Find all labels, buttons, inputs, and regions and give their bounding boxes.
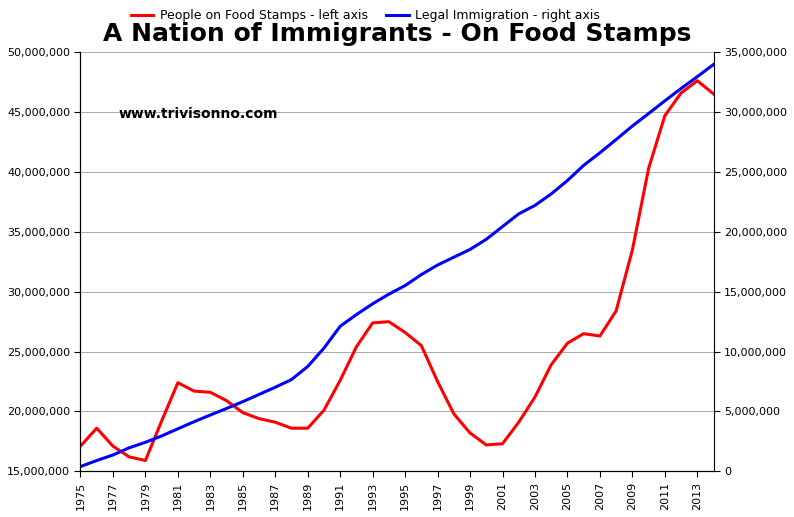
People on Food Stamps - left axis (579, 330, 588, 337)
People on Food Stamps - left axis (433, 378, 442, 385)
People on Food Stamps - left axis (596, 333, 605, 339)
Legal Immigration - right axis (644, 111, 653, 117)
People on Food Stamps - left axis (546, 362, 556, 368)
People on Food Stamps - left axis (352, 344, 361, 350)
Legal Immigration - right axis (238, 399, 248, 405)
Legal Immigration - right axis (546, 191, 556, 197)
People on Food Stamps - left axis (319, 407, 329, 413)
People on Food Stamps - left axis (498, 440, 507, 447)
Line: People on Food Stamps - left axis: People on Food Stamps - left axis (80, 81, 714, 461)
People on Food Stamps - left axis (303, 425, 313, 431)
People on Food Stamps - left axis (400, 329, 410, 336)
Legal Immigration - right axis (384, 291, 394, 297)
Legal Immigration - right axis (498, 223, 507, 230)
People on Food Stamps - left axis (254, 416, 264, 422)
People on Food Stamps - left axis (157, 418, 167, 424)
People on Food Stamps - left axis (108, 443, 118, 449)
People on Food Stamps - left axis (676, 90, 686, 96)
Legal Immigration - right axis (611, 136, 621, 143)
People on Food Stamps - left axis (368, 320, 377, 326)
People on Food Stamps - left axis (465, 430, 475, 436)
Legal Immigration - right axis (335, 323, 345, 329)
Legal Immigration - right axis (563, 177, 572, 184)
People on Food Stamps - left axis (530, 394, 540, 400)
People on Food Stamps - left axis (384, 318, 394, 325)
Legal Immigration - right axis (417, 271, 426, 278)
People on Food Stamps - left axis (222, 398, 231, 404)
Legal Immigration - right axis (368, 301, 377, 307)
People on Food Stamps - left axis (514, 419, 523, 425)
Legal Immigration - right axis (254, 391, 264, 398)
Legend: People on Food Stamps - left axis, Legal Immigration - right axis: People on Food Stamps - left axis, Legal… (125, 4, 605, 27)
Legal Immigration - right axis (465, 247, 475, 253)
Legal Immigration - right axis (692, 73, 702, 80)
People on Food Stamps - left axis (660, 113, 669, 119)
Legal Immigration - right axis (303, 363, 313, 370)
People on Food Stamps - left axis (627, 247, 637, 253)
Legal Immigration - right axis (173, 425, 183, 432)
Legal Immigration - right axis (141, 439, 150, 446)
People on Food Stamps - left axis (75, 443, 85, 449)
Legal Immigration - right axis (319, 345, 329, 351)
Legal Immigration - right axis (125, 445, 134, 451)
People on Food Stamps - left axis (417, 343, 426, 349)
Legal Immigration - right axis (271, 384, 280, 390)
Legal Immigration - right axis (108, 452, 118, 458)
Legal Immigration - right axis (514, 211, 523, 217)
Legal Immigration - right axis (400, 282, 410, 288)
People on Food Stamps - left axis (206, 389, 215, 396)
Text: www.trivisonno.com: www.trivisonno.com (118, 107, 278, 121)
People on Food Stamps - left axis (563, 340, 572, 346)
Legal Immigration - right axis (709, 62, 719, 68)
Legal Immigration - right axis (449, 254, 459, 261)
People on Food Stamps - left axis (141, 458, 150, 464)
Legal Immigration - right axis (92, 458, 102, 464)
People on Food Stamps - left axis (189, 388, 198, 394)
Legal Immigration - right axis (530, 202, 540, 208)
People on Food Stamps - left axis (287, 425, 296, 431)
People on Food Stamps - left axis (644, 165, 653, 172)
People on Food Stamps - left axis (335, 377, 345, 384)
Legal Immigration - right axis (75, 463, 85, 469)
People on Food Stamps - left axis (449, 410, 459, 417)
Legal Immigration - right axis (660, 98, 669, 104)
Legal Immigration - right axis (287, 376, 296, 383)
People on Food Stamps - left axis (709, 91, 719, 97)
Legal Immigration - right axis (222, 405, 231, 412)
Legal Immigration - right axis (352, 312, 361, 318)
Legal Immigration - right axis (433, 262, 442, 268)
Legal Immigration - right axis (206, 412, 215, 418)
People on Food Stamps - left axis (481, 442, 491, 448)
People on Food Stamps - left axis (238, 409, 248, 416)
People on Food Stamps - left axis (271, 419, 280, 425)
People on Food Stamps - left axis (611, 308, 621, 314)
Legal Immigration - right axis (157, 433, 167, 439)
Legal Immigration - right axis (596, 150, 605, 156)
People on Food Stamps - left axis (692, 78, 702, 84)
People on Food Stamps - left axis (125, 454, 134, 460)
People on Food Stamps - left axis (92, 425, 102, 431)
Legal Immigration - right axis (189, 419, 198, 425)
Legal Immigration - right axis (481, 236, 491, 242)
Legal Immigration - right axis (627, 123, 637, 129)
Line: Legal Immigration - right axis: Legal Immigration - right axis (80, 65, 714, 466)
Legal Immigration - right axis (579, 162, 588, 169)
Title: A Nation of Immigrants - On Food Stamps: A Nation of Immigrants - On Food Stamps (102, 22, 692, 47)
People on Food Stamps - left axis (173, 379, 183, 386)
Legal Immigration - right axis (676, 85, 686, 92)
